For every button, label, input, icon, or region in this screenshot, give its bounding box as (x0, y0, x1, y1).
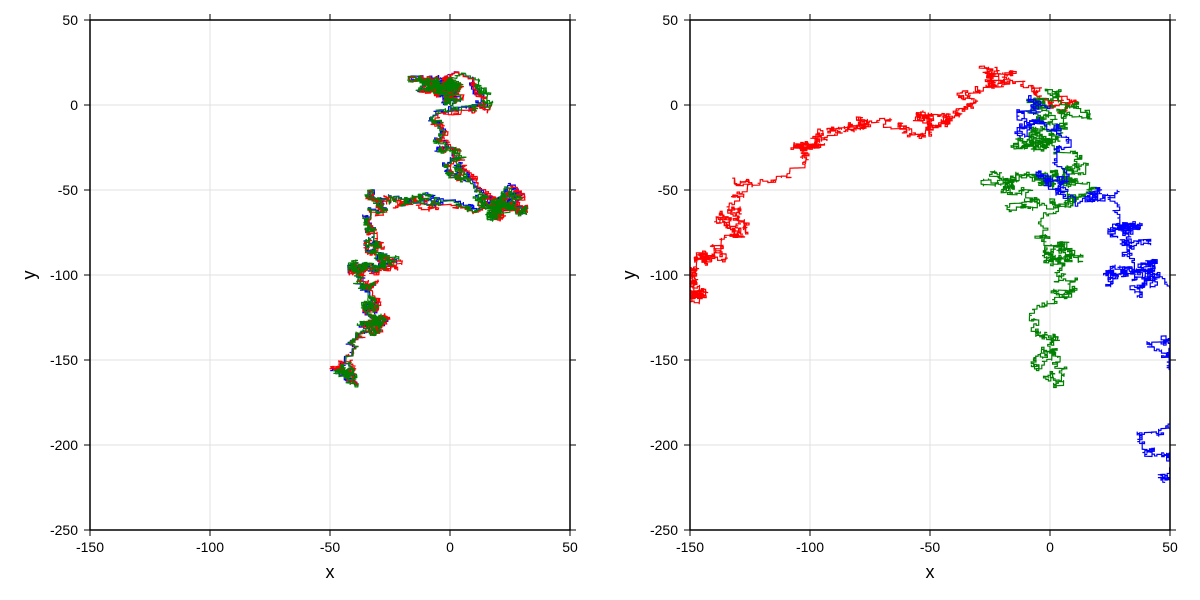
ytick-label: -200 (50, 437, 78, 453)
xtick-label: -100 (796, 539, 824, 555)
ylabel: y (619, 271, 639, 280)
series-path (333, 73, 527, 387)
panel-right: -150 -100 -50 0 50 -250 -200 -150 -100 -50 0 50 x y (600, 0, 1200, 600)
ytick-label: 50 (662, 12, 678, 28)
ytick-label: -250 (50, 522, 78, 538)
chart-left: -150 -100 -50 0 50 -250 -200 -150 -100 -50 0 50 x y (0, 0, 600, 600)
ytick-label: -100 (50, 267, 78, 283)
xlabel: x (926, 562, 935, 582)
ytick-label: 0 (70, 97, 78, 113)
ylabel: y (19, 271, 39, 280)
xtick-label: 0 (1046, 539, 1054, 555)
ytick-label: -100 (650, 267, 678, 283)
figure-container: -150 -100 -50 0 50 -250 -200 -150 -100 -50 0 50 x y -… (0, 0, 1200, 600)
series-path (1015, 96, 1200, 483)
xlabel: x (326, 562, 335, 582)
xtick-label: 0 (446, 539, 454, 555)
ytick-label: -50 (658, 182, 678, 198)
xtick-label: -150 (676, 539, 704, 555)
xtick-label: 50 (562, 539, 578, 555)
xtick-label: -50 (920, 539, 940, 555)
chart-right: -150 -100 -50 0 50 -250 -200 -150 -100 -50 0 50 x y (600, 0, 1200, 600)
ytick-label: -50 (58, 182, 78, 198)
ytick-label: 50 (62, 12, 78, 28)
ytick-label: 0 (670, 97, 678, 113)
series-path (981, 89, 1096, 387)
ytick-label: -150 (50, 352, 78, 368)
ytick-label: -200 (650, 437, 678, 453)
xtick-label: -50 (320, 539, 340, 555)
ytick-label: -250 (650, 522, 678, 538)
ytick-label: -150 (650, 352, 678, 368)
xtick-label: -100 (196, 539, 224, 555)
xtick-label: 50 (1162, 539, 1178, 555)
panel-left: -150 -100 -50 0 50 -250 -200 -150 -100 -50 0 50 x y (0, 0, 600, 600)
xtick-label: -150 (76, 539, 104, 555)
